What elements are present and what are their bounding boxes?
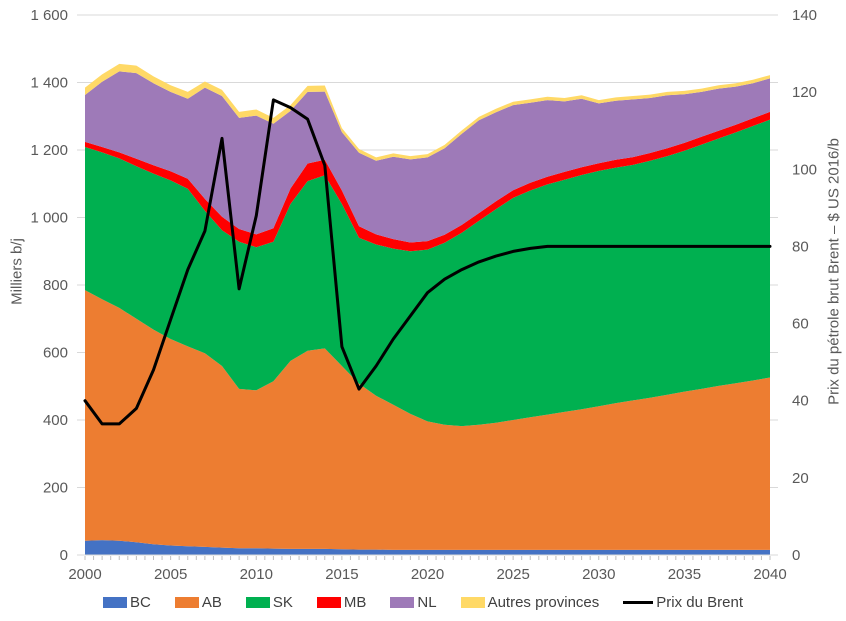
legend-swatch-mb	[316, 596, 341, 608]
legend-swatch-ab	[174, 596, 199, 608]
left-axis-tick-label: 0	[60, 547, 68, 564]
left-axis-tick-label: 1 600	[30, 7, 68, 24]
legend-label-sk: SK	[272, 593, 293, 611]
right-axis-tick-label: 100	[792, 161, 817, 178]
x-axis-tick-label: 2040	[753, 566, 786, 583]
right-axis-tick-label: 120	[792, 84, 817, 101]
area-nl	[85, 71, 770, 243]
area-ab	[85, 290, 770, 550]
x-axis-tick-label: 2035	[668, 566, 701, 583]
legend-label-nl: NL	[417, 593, 437, 611]
left-axis-tick-label: 800	[43, 277, 68, 294]
left-axis-tick-label: 400	[43, 412, 68, 429]
legend-label-mb: MB	[343, 593, 367, 611]
right-axis-tick-label: 80	[792, 238, 809, 255]
legend-item-autres-provinces: Autres provinces	[460, 593, 600, 611]
legend-swatch-autres-provinces	[460, 596, 485, 608]
legend-item-bc: BC	[103, 594, 151, 611]
legend-label-prix-du-brent: Prix du Brent	[656, 593, 743, 611]
right-axis-tick-label: 20	[792, 470, 809, 487]
chart-legend: BC AB SK MB NL Autres provinces Prix du …	[0, 590, 846, 614]
right-axis-tick-label: 0	[792, 547, 800, 564]
right-axis-tick-label: 60	[792, 316, 809, 333]
x-axis-tick-label: 2030	[582, 566, 615, 583]
right-axis-tick-label: 140	[792, 7, 817, 24]
right-axis-tick-label: 40	[792, 393, 809, 410]
x-axis-tick-label: 2020	[411, 566, 444, 583]
x-axis-tick-label: 2005	[154, 566, 187, 583]
legend-item-mb: MB	[316, 593, 367, 611]
legend-item-prix-du-brent: Prix du Brent	[623, 594, 743, 611]
left-axis-title: Milliers b/j	[8, 238, 26, 305]
x-axis-tick-label: 2015	[325, 566, 358, 583]
legend-label-bc: BC	[130, 593, 151, 611]
legend-item-sk: SK	[245, 593, 293, 611]
legend-label-ab: AB	[201, 593, 222, 611]
left-axis-tick-label: 1 200	[30, 142, 68, 159]
legend-swatch-bc	[103, 596, 127, 608]
legend-label-autres-provinces: Autres provinces	[487, 593, 600, 611]
legend-swatch-sk	[245, 596, 270, 608]
legend-item-nl: NL	[390, 593, 437, 611]
legend-item-ab: AB	[174, 593, 222, 611]
left-axis-tick-label: 1 400	[30, 75, 68, 92]
legend-swatch-nl	[390, 596, 415, 608]
left-axis-tick-label: 200	[43, 480, 68, 497]
x-axis-tick-label: 2025	[496, 566, 529, 583]
left-axis-tick-label: 600	[43, 345, 68, 362]
legend-line-sample-prix-du-brent	[623, 600, 654, 604]
brent-price-line	[83, 98, 772, 426]
x-axis-tick-label: 2010	[240, 566, 273, 583]
right-axis-title: Prix du pétrole brut Brent – $ US 2016/b	[825, 138, 843, 405]
x-axis-tick-label: 2000	[68, 566, 101, 583]
area-sk	[85, 119, 770, 427]
area-bc	[85, 540, 770, 555]
left-axis-tick-label: 1 000	[30, 210, 68, 227]
